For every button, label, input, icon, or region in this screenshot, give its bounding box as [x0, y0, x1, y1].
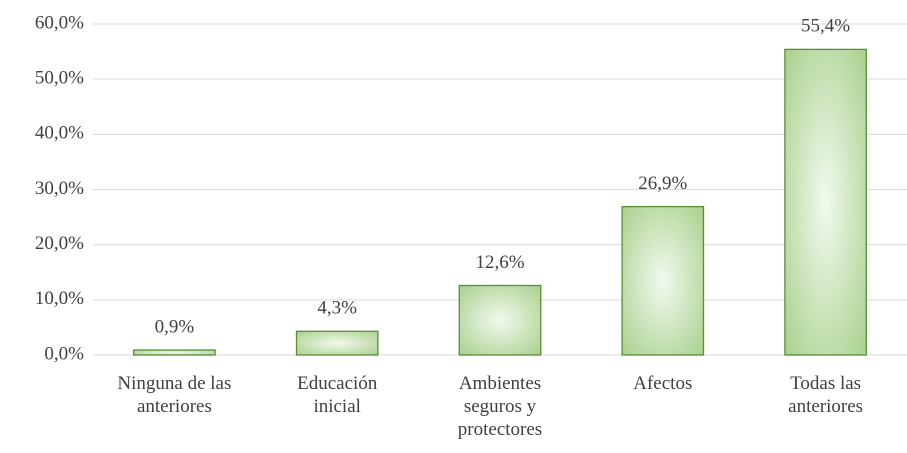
y-tick-label: 40,0% [35, 123, 84, 144]
data-label: 4,3% [317, 298, 357, 319]
x-tick-label: Todas las anteriores [788, 373, 864, 417]
x-tick-label: Ninguna de las anteriores [117, 373, 232, 417]
bar [458, 284, 542, 356]
x-tick-label: Afectos [633, 373, 693, 394]
bar [621, 205, 705, 356]
y-tick-label: 50,0% [35, 68, 84, 89]
bar [295, 330, 379, 356]
data-label: 55,4% [801, 16, 850, 37]
y-tick-label: 10,0% [35, 288, 84, 309]
bar [784, 48, 867, 356]
y-tick-label: 20,0% [35, 233, 84, 254]
data-label: 26,9% [638, 173, 687, 194]
y-tick-label: 60,0% [35, 12, 84, 33]
x-tick-label: Educación inicial [297, 373, 378, 417]
data-label: 12,6% [475, 252, 524, 273]
y-tick-label: 30,0% [35, 178, 84, 199]
x-tick-label: Ambientes seguros y protectores [457, 373, 543, 440]
data-label: 0,9% [155, 316, 195, 337]
bar [133, 349, 216, 356]
y-tick-label: 0,0% [44, 343, 84, 364]
